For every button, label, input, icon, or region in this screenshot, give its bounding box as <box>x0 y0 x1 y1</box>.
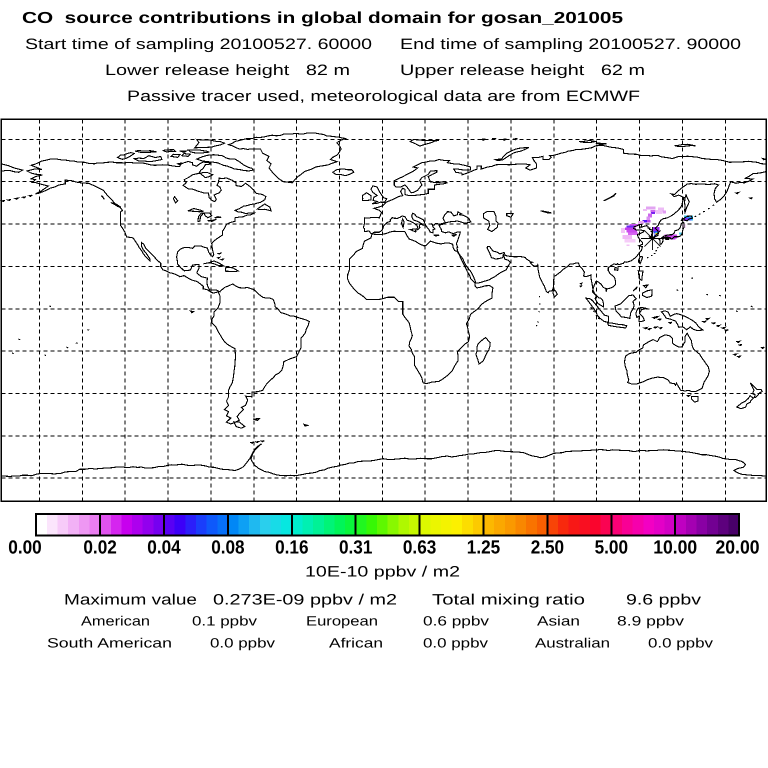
svg-text:Upper release height 62 m: Upper release height 62 m <box>400 62 645 79</box>
svg-text:0.1 ppbv: 0.1 ppbv <box>192 614 257 629</box>
svg-text:European: European <box>306 614 378 629</box>
svg-text:Passive tracer used, meteorolo: Passive tracer used, meteorological data… <box>127 88 640 105</box>
svg-text:End time of sampling 20100527.: End time of sampling 20100527. 90000 <box>400 36 741 53</box>
svg-text:South American: South American <box>47 636 172 651</box>
svg-text:Total mixing ratio: Total mixing ratio <box>432 592 585 609</box>
svg-text:0.63: 0.63 <box>403 538 436 559</box>
svg-text:20.00: 20.00 <box>716 538 760 559</box>
svg-text:0.02: 0.02 <box>83 538 116 559</box>
svg-text:0.00: 0.00 <box>8 538 41 559</box>
svg-text:10.00: 10.00 <box>653 538 697 559</box>
svg-text:Maximum value: Maximum value <box>64 592 197 609</box>
svg-text:0.273E-09 ppbv / m2: 0.273E-09 ppbv / m2 <box>213 592 397 609</box>
svg-text:0.31: 0.31 <box>339 538 373 559</box>
svg-text:1.25: 1.25 <box>467 538 501 559</box>
svg-text:2.50: 2.50 <box>531 538 564 559</box>
svg-text:Lower release height 82 m: Lower release height 82 m <box>105 62 350 79</box>
svg-text:African: African <box>329 636 383 651</box>
svg-text:5.00: 5.00 <box>595 538 628 559</box>
svg-text:0.0 ppbv: 0.0 ppbv <box>648 636 713 651</box>
svg-text:CO source contributions in gl: CO source contributions in global domain… <box>22 10 623 27</box>
svg-text:9.6 ppbv: 9.6 ppbv <box>626 592 702 609</box>
svg-text:0.04: 0.04 <box>147 538 181 559</box>
svg-text:American: American <box>81 614 150 629</box>
svg-text:10E-10 ppbv / m2: 10E-10 ppbv / m2 <box>305 564 460 581</box>
svg-text:8.9 ppbv: 8.9 ppbv <box>617 614 684 629</box>
svg-text:0.6 ppbv: 0.6 ppbv <box>423 614 489 629</box>
svg-text:Start time of sampling 2010052: Start time of sampling 20100527. 60000 <box>25 36 372 53</box>
svg-text:Asian: Asian <box>537 614 580 629</box>
svg-text:0.0 ppbv: 0.0 ppbv <box>210 636 275 651</box>
svg-text:0.08: 0.08 <box>211 538 244 559</box>
svg-text:Australian: Australian <box>535 636 610 651</box>
svg-text:0.16: 0.16 <box>275 538 308 559</box>
svg-text:0.0 ppbv: 0.0 ppbv <box>423 636 488 651</box>
